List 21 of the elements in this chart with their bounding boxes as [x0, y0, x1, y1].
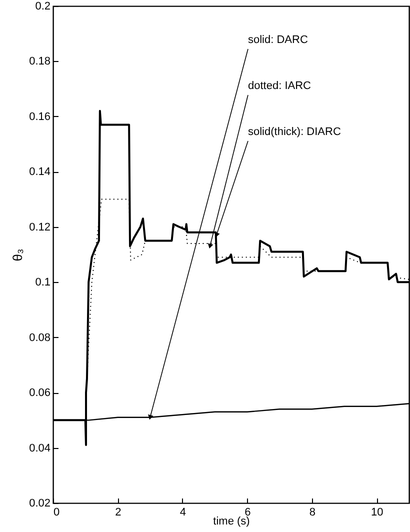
y-tick-label: 0.08 — [29, 332, 50, 344]
y-tick-label: 0.02 — [29, 498, 50, 510]
y-tick-label: 0.04 — [29, 442, 50, 454]
y-tick-label: 0.14 — [29, 166, 50, 178]
annotation: dotted: IARC — [248, 80, 312, 92]
y-tick-label: 0.06 — [29, 387, 50, 400]
x-tick-label: 0 — [54, 506, 60, 518]
y-tick-label: 0.18 — [29, 56, 50, 68]
y-tick-label: 0.16 — [29, 110, 50, 123]
y-tick-label: 0.12 — [29, 221, 50, 234]
x-axis-title: time (s) — [213, 516, 250, 528]
x-tick-label: 2 — [115, 506, 122, 518]
x-tick-label: 4 — [180, 506, 186, 518]
y-tick-label: 0.1 — [35, 276, 50, 289]
x-tick-label: 6 — [244, 506, 251, 518]
x-tick-label: 10 — [371, 506, 384, 518]
annotation: solid: DARC — [248, 34, 308, 46]
y-axis-title: θ₃ — [10, 248, 26, 262]
annotation: solid(thick): DIARC — [248, 126, 341, 138]
y-tick-label: 0.2 — [35, 0, 50, 12]
x-tick-label: 8 — [309, 506, 316, 518]
